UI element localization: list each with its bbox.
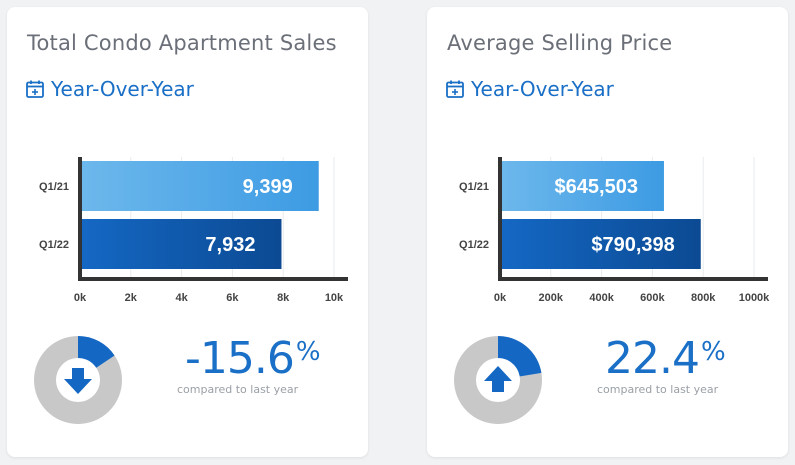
bar — [500, 219, 701, 269]
x-tick-label: 1000k — [739, 292, 770, 304]
period-label: Year-Over-Year — [51, 77, 194, 101]
x-tick-label: 8k — [277, 292, 290, 304]
price-bar-chart: 0k 200k 400k 600k 800k 1000k $645,503 Q1/21 $790… — [459, 157, 770, 304]
change-percent: 22.4 % — [605, 337, 726, 381]
x-tick-label: 10k — [325, 292, 344, 304]
change-caption: compared to last year — [597, 383, 719, 396]
category-label: Q1/21 — [459, 181, 489, 193]
change-percent: -15.6 % — [185, 337, 321, 381]
x-tick-label: 800k — [691, 292, 716, 304]
period-selector[interactable]: Year-Over-Year — [445, 77, 614, 101]
change-value: -15.6 — [185, 333, 295, 384]
card-title: Total Condo Apartment Sales — [27, 31, 337, 55]
sales-card: Total Condo Apartment Sales Year-Over-Ye… — [7, 7, 368, 457]
x-tick-label: 0k — [494, 292, 507, 304]
increase-donut — [454, 336, 542, 424]
decrease-donut — [34, 336, 122, 424]
category-label: Q1/21 — [39, 181, 69, 193]
period-selector[interactable]: Year-Over-Year — [25, 77, 194, 101]
x-tick-label: 2k — [125, 292, 138, 304]
x-tick-label: 600k — [640, 292, 665, 304]
x-tick-label: 0k — [74, 292, 87, 304]
calendar-plus-icon — [25, 79, 45, 99]
bar — [500, 161, 664, 211]
period-label: Year-Over-Year — [471, 77, 614, 101]
percent-sign: % — [295, 337, 321, 367]
x-tick-label: 4k — [175, 292, 188, 304]
sales-bar-chart: 0k 2k 4k 6k 8k 10k 9,399 Q1/21 7,932 Q1/22 — [39, 157, 348, 304]
change-caption: compared to last year — [177, 383, 299, 396]
bar-value-label: 9,399 — [243, 176, 293, 198]
change-value: 22.4 — [605, 333, 700, 384]
price-card: Average Selling Price Year-Over-Year 0k 2… — [427, 7, 788, 457]
category-label: Q1/22 — [459, 239, 489, 251]
category-label: Q1/22 — [39, 239, 69, 251]
percent-sign: % — [700, 337, 726, 367]
bar-value-label: $790,398 — [591, 234, 674, 256]
bar — [80, 219, 282, 269]
arrow-down-icon — [64, 368, 92, 394]
bar — [80, 161, 319, 211]
card-title: Average Selling Price — [447, 31, 673, 55]
arrow-up-icon — [484, 366, 512, 392]
x-tick-label: 200k — [539, 292, 564, 304]
calendar-plus-icon — [445, 79, 465, 99]
x-tick-label: 400k — [589, 292, 614, 304]
bar-value-label: $645,503 — [555, 176, 638, 198]
x-tick-label: 6k — [226, 292, 239, 304]
bar-value-label: 7,932 — [205, 234, 255, 256]
